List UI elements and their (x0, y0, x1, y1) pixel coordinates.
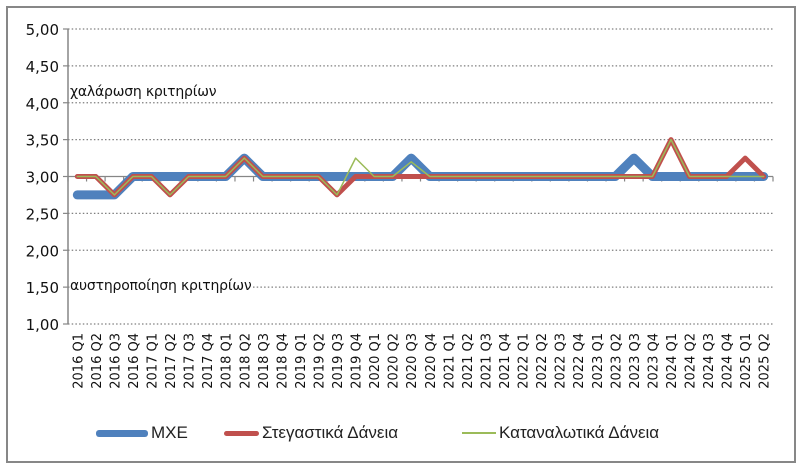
legend-item-consumer: Καταναλωτικά Δάνεια (462, 421, 659, 445)
x-tick-label: 2018 Q3 (257, 333, 272, 389)
x-tick-label: 2019 Q1 (294, 333, 309, 389)
y-tick-label: 5,00 (26, 21, 59, 39)
x-tick-label: 2016 Q4 (127, 333, 142, 389)
x-tick-label: 2020 Q1 (368, 333, 383, 389)
x-tick-label: 2019 Q3 (331, 333, 346, 389)
x-tick-label: 2025 Q2 (758, 333, 773, 389)
x-tick-label: 2016 Q2 (90, 333, 105, 389)
x-tick-label: 2020 Q4 (424, 333, 439, 389)
x-tick-label: 2022 Q3 (554, 333, 569, 389)
y-tick-label: 1,00 (26, 316, 59, 334)
x-tick-label: 2019 Q4 (350, 333, 365, 389)
y-tick-label: 3,00 (26, 169, 59, 187)
x-tick-label: 2023 Q1 (591, 333, 606, 389)
x-tick-label: 2018 Q4 (275, 333, 290, 389)
x-tick-label: 2016 Q1 (71, 333, 86, 389)
y-tick-label: 2,50 (26, 205, 59, 223)
x-tick-label: 2023 Q2 (609, 333, 624, 389)
x-tick-label: 2020 Q3 (405, 333, 420, 389)
x-tick-label: 2022 Q4 (572, 333, 587, 389)
y-tick-label: 4,00 (26, 95, 59, 113)
legend-item-mxe: ΜΧΕ (96, 421, 188, 445)
x-tick-label: 2024 Q1 (665, 333, 680, 389)
x-tick-label: 2018 Q2 (238, 333, 253, 389)
x-tick-label: 2022 Q2 (535, 333, 550, 389)
x-tick-label: 2017 Q1 (145, 333, 160, 389)
x-tick-label: 2021 Q3 (479, 333, 494, 389)
legend-item-mortgage: Στεγαστικά Δάνεια (224, 421, 398, 445)
legend: ΜΧΕ Στεγαστικά Δάνεια Καταναλωτικά Δάνει… (0, 421, 809, 445)
x-tick-label: 2016 Q3 (108, 333, 123, 389)
x-tick-label: 2023 Q3 (628, 333, 643, 389)
annotation-easing: χαλάρωση κριτηρίων (70, 84, 217, 100)
x-tick-label: 2025 Q1 (739, 333, 754, 389)
x-tick-label: 2021 Q1 (442, 333, 457, 389)
x-tick-label: 2021 Q4 (498, 333, 513, 389)
x-tick-label: 2019 Q2 (312, 333, 327, 389)
legend-label-consumer: Καταναλωτικά Δάνεια (499, 423, 660, 442)
legend-label-mortgage: Στεγαστικά Δάνεια (262, 423, 399, 442)
y-axis: 1,00 1,50 2,00 2,50 3,00 3,50 4,00 4,50 5,00 (26, 21, 69, 334)
x-tick-label: 2024 Q3 (702, 333, 717, 389)
x-tick-label: 2021 Q2 (461, 333, 476, 389)
x-tick-label: 2023 Q4 (646, 333, 661, 389)
y-tick-label: 3,50 (26, 132, 59, 150)
x-tick-label: 2022 Q1 (517, 333, 532, 389)
chart-frame (6, 6, 796, 463)
legend-swatch-consumer (462, 432, 496, 434)
x-tick-label: 2017 Q2 (164, 333, 179, 389)
y-tick-label: 4,50 (26, 58, 59, 76)
gridlines (68, 28, 773, 325)
y-tick-label: 1,50 (26, 279, 59, 297)
x-tick-label: 2017 Q4 (201, 333, 216, 389)
x-tick-label: 2020 Q2 (387, 333, 402, 389)
legend-swatch-mortgage (224, 430, 259, 436)
legend-swatch-mxe (96, 429, 148, 437)
x-tick-label: 2024 Q4 (721, 333, 736, 389)
series-line-2 (76, 138, 765, 196)
annotation-tightening: αυστηροποίηση κριτηρίων (70, 278, 252, 294)
x-tick-label: 2024 Q2 (684, 333, 699, 389)
x-tick-label: 2017 Q3 (183, 333, 198, 389)
legend-label-mxe: ΜΧΕ (151, 423, 188, 442)
series-lines (72, 137, 769, 200)
y-tick-label: 2,00 (26, 242, 59, 260)
x-tick-label: 2018 Q1 (220, 333, 235, 389)
